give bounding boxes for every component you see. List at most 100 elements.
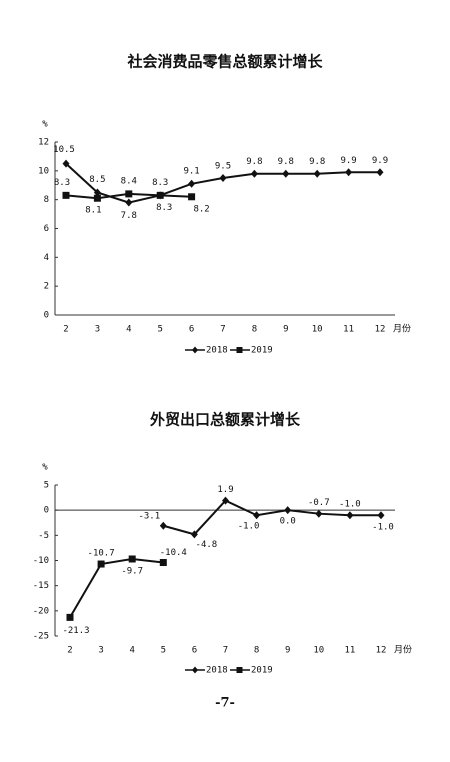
y-tick-label: 2 (44, 282, 49, 292)
data-label: 8.3 (152, 178, 168, 188)
marker-square (159, 559, 167, 567)
x-tick-label: 4 (126, 325, 131, 335)
y-tick-label: 0 (44, 311, 49, 321)
y-tick-label: -5 (38, 531, 49, 541)
data-label: 9.9 (372, 156, 388, 166)
x-tick-label: 4 (129, 646, 134, 656)
page-number: -7- (215, 696, 235, 711)
x-tick-label: 7 (223, 646, 228, 656)
x-tick-label: 10 (313, 646, 324, 656)
marker-diamond (190, 530, 198, 539)
series-line (69, 557, 164, 618)
y-tick-label: -15 (33, 581, 49, 591)
chart-title: 外贸出口总额累计增长 (149, 411, 301, 429)
x-tick-label: 7 (220, 325, 225, 335)
data-label: 9.8 (246, 157, 262, 167)
data-label: -10.7 (88, 549, 115, 559)
marker-diamond (250, 169, 258, 178)
marker-diamond (188, 179, 196, 188)
data-label: -1.0 (372, 523, 394, 533)
marker-square (156, 191, 164, 199)
legend-label: 2018 (206, 666, 228, 676)
data-label: 7.8 (121, 211, 137, 221)
x-tick-label: 5 (161, 646, 166, 656)
x-tick-label: 6 (189, 325, 194, 335)
x-axis-label: 月份 (394, 644, 412, 656)
y-tick-label: 5 (44, 481, 49, 491)
data-label: -21.3 (62, 626, 89, 636)
marker-diamond (377, 511, 385, 520)
data-label: 9.8 (278, 157, 294, 167)
legend-marker (192, 666, 198, 674)
data-label: 8.3 (54, 178, 70, 188)
data-label: -9.7 (121, 566, 143, 576)
x-tick-label: 12 (376, 646, 387, 656)
data-label: 9.5 (215, 162, 231, 172)
x-tick-label: 3 (98, 646, 103, 656)
legend-label: 2019 (251, 346, 273, 356)
x-tick-label: 10 (312, 325, 323, 335)
data-label: 9.8 (309, 157, 325, 167)
data-label: 9.9 (340, 156, 356, 166)
x-tick-label: 2 (63, 325, 68, 335)
marker-diamond (62, 159, 70, 168)
data-label: 8.3 (156, 203, 172, 213)
data-label: 8.2 (193, 204, 209, 214)
marker-square (93, 194, 101, 202)
marker-diamond (159, 521, 167, 530)
x-tick-label: 11 (343, 325, 354, 335)
marker-diamond (313, 169, 321, 178)
legend-marker (236, 347, 243, 353)
legend-label: 2019 (251, 666, 273, 676)
x-tick-label: 6 (192, 646, 197, 656)
y-tick-label: 8 (44, 195, 49, 205)
x-tick-label: 3 (95, 325, 100, 335)
data-label: 1.9 (217, 485, 233, 495)
y-tick-label: 4 (44, 253, 49, 263)
marker-diamond (284, 506, 292, 515)
data-label: -0.7 (308, 498, 330, 508)
x-tick-label: 9 (285, 646, 290, 656)
data-label: 8.1 (85, 206, 101, 216)
x-tick-label: 8 (252, 325, 257, 335)
marker-square (188, 193, 196, 201)
y-tick-label: 12 (38, 138, 49, 148)
legend-marker (236, 667, 243, 673)
legend-marker (192, 346, 198, 354)
data-label: 9.1 (183, 166, 199, 176)
marker-square (62, 191, 70, 199)
marker-diamond (315, 509, 323, 518)
y-tick-label: 0 (44, 506, 49, 516)
x-tick-label: 11 (344, 646, 355, 656)
data-label: 0.0 (280, 517, 296, 527)
y-tick-label: -20 (33, 606, 49, 616)
marker-diamond (376, 168, 384, 177)
marker-square (125, 190, 133, 198)
data-label: -1.0 (339, 500, 361, 510)
chart-title: 社会消费品零售总额累计增长 (126, 53, 323, 71)
marker-diamond (125, 198, 133, 207)
data-label: 10.5 (53, 145, 75, 155)
marker-diamond (345, 168, 353, 177)
y-tick-label: 6 (44, 224, 49, 234)
marker-square (97, 560, 105, 568)
marker-square (128, 555, 136, 563)
y-unit: % (42, 120, 48, 130)
marker-diamond (219, 174, 227, 183)
x-tick-label: 12 (375, 325, 386, 335)
legend-label: 2018 (206, 346, 228, 356)
x-tick-label: 8 (254, 646, 259, 656)
y-tick-label: 10 (38, 166, 49, 176)
x-tick-label: 2 (67, 646, 72, 656)
y-tick-label: -10 (33, 556, 49, 566)
data-label: -4.8 (196, 540, 218, 550)
x-tick-label: 9 (283, 325, 288, 335)
marker-diamond (222, 496, 229, 505)
marker-diamond (282, 169, 290, 178)
series-line (163, 499, 381, 536)
marker-diamond (93, 188, 101, 197)
marker-square (66, 613, 74, 621)
y-unit: % (42, 463, 48, 473)
y-tick-label: -25 (33, 632, 49, 642)
